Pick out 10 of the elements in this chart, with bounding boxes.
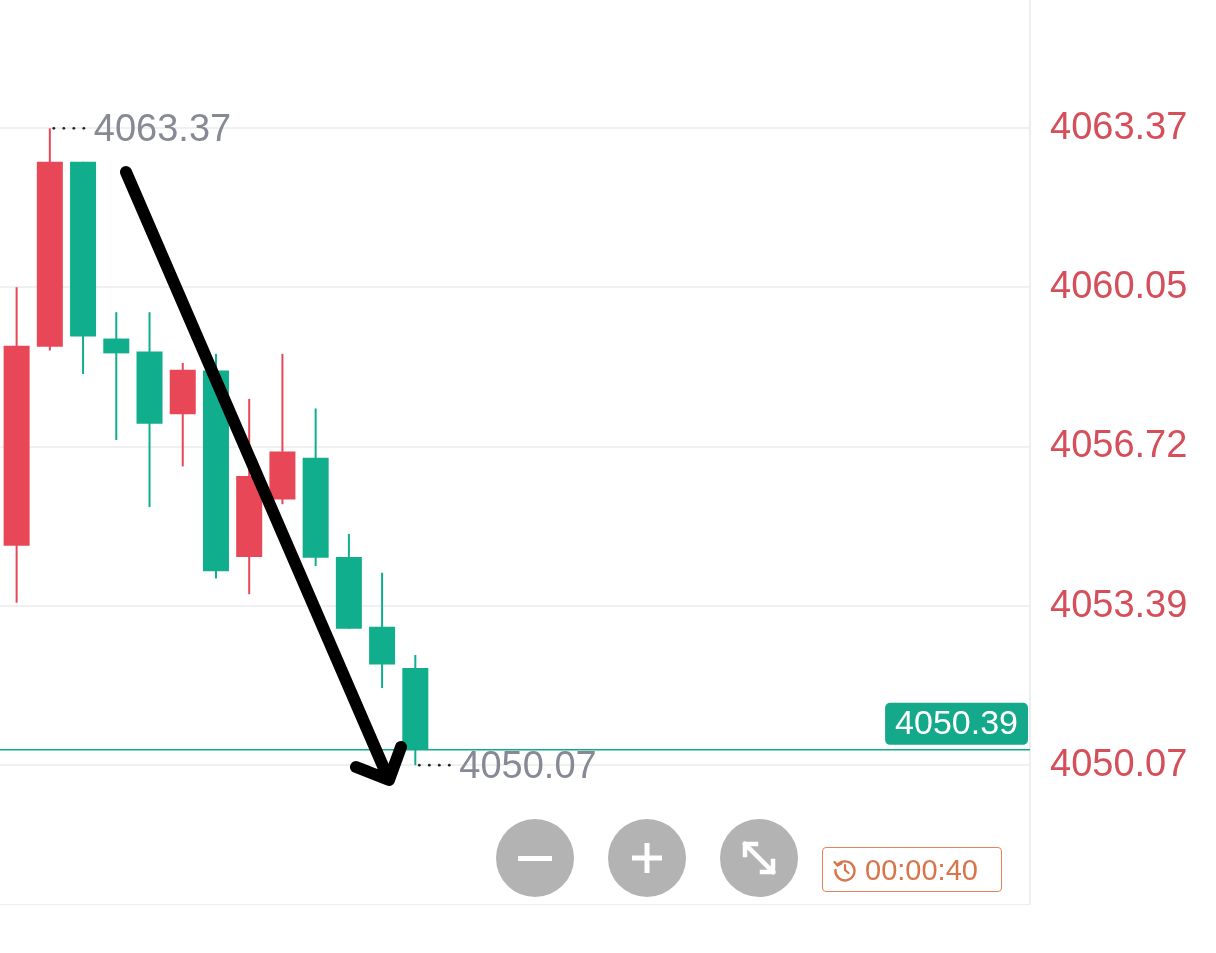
y-tick-label: 4053.39 [1050,582,1188,625]
y-tick-label: 4063.37 [1050,104,1188,147]
ref-line-label: 4050.39 [895,703,1018,742]
annotation: 4063.37 [93,106,232,149]
y-tick-label: 4050.07 [1050,741,1188,784]
y-tick-label: 4056.72 [1050,423,1188,466]
y-tick-label: 4060.05 [1050,263,1188,306]
annotation: 00:00:40 [865,853,978,886]
annotation: 4050.07 [459,743,597,786]
timer-box: 00:00:40 [822,847,1002,892]
